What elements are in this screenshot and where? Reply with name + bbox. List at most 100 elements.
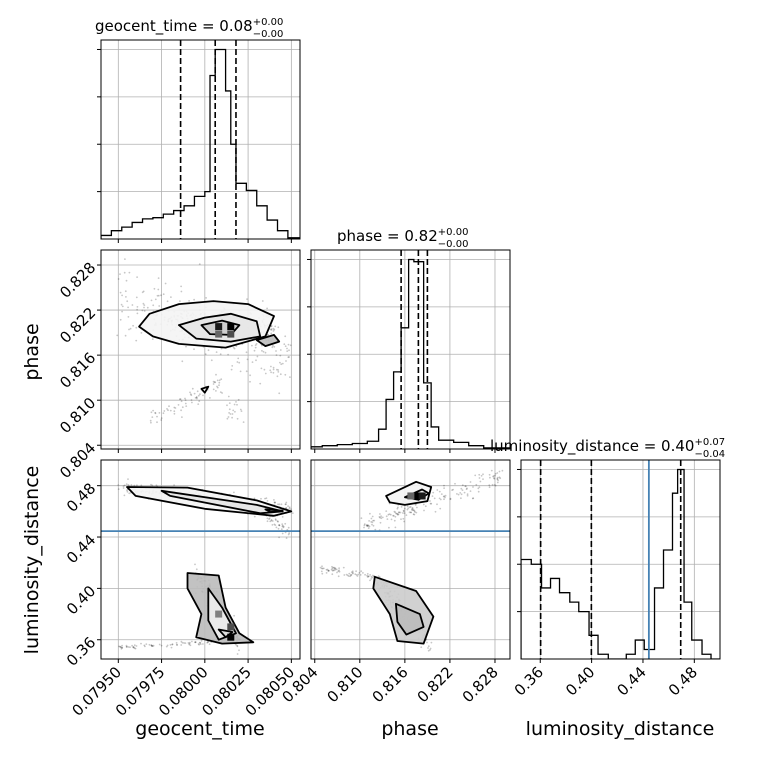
sample-point: [251, 344, 253, 347]
sample-point: [360, 517, 363, 520]
sample-point: [488, 486, 491, 489]
hist-panel-luminosity-distance: 0.36 0.40 0.44 0.48: [511, 459, 721, 699]
sample-point: [170, 296, 172, 298]
sample-point: [127, 306, 129, 309]
y-tick-label: 0.44: [63, 531, 99, 567]
axes-frame: [100, 39, 301, 240]
sample-point: [357, 573, 360, 576]
sample-point: [480, 474, 483, 477]
sample-point: [269, 328, 272, 331]
sample-point: [332, 569, 334, 572]
x-tick-label: 0.822: [414, 663, 457, 706]
gridlines: [101, 250, 300, 449]
sample-point: [272, 327, 275, 330]
sample-point: [277, 369, 280, 371]
sample-point: [190, 399, 193, 401]
sample-point: [403, 507, 406, 510]
sample-point: [270, 328, 273, 330]
density-cell: [215, 323, 223, 331]
sample-point: [165, 645, 168, 648]
sample-point: [371, 521, 374, 524]
sample-point: [127, 646, 130, 648]
sample-point: [125, 646, 128, 648]
sample-point: [198, 263, 201, 265]
sample-point: [195, 396, 198, 399]
sample-point: [125, 644, 128, 647]
sample-point: [411, 509, 414, 511]
sample-point: [127, 316, 130, 318]
sample-point: [218, 381, 221, 384]
sample-point: [166, 644, 169, 647]
sample-point: [389, 513, 392, 516]
sample-point: [273, 523, 276, 526]
sample-point: [276, 520, 279, 523]
x-axis-label-phase: phase: [381, 718, 438, 740]
sample-point: [150, 483, 152, 486]
sample-point: [210, 359, 213, 362]
sample-point: [125, 296, 127, 298]
sample-point: [261, 300, 264, 302]
sample-point: [133, 644, 136, 647]
sample-point: [272, 371, 275, 374]
sample-point: [469, 481, 472, 483]
gridlines: [101, 40, 300, 239]
title-luminosity-distance-text: luminosity_distance = 0.40: [490, 437, 694, 456]
contour-level-4: [200, 385, 210, 394]
sample-point: [148, 643, 151, 646]
sample-point: [270, 329, 273, 331]
sample-point: [271, 520, 274, 522]
sample-point: [466, 493, 469, 495]
title-phase-text: phase = 0.82: [337, 227, 438, 245]
sample-point: [122, 487, 125, 489]
sample-point: [372, 519, 374, 522]
x-tick-label: 0.828: [459, 663, 502, 706]
x-tick-label: 0.40: [562, 663, 598, 699]
sample-point: [444, 496, 446, 499]
sample-point: [461, 484, 464, 487]
sample-point: [370, 575, 373, 578]
sample-point: [233, 347, 236, 350]
sample-point: [174, 407, 177, 409]
sample-point: [156, 415, 158, 418]
axes-frame: [100, 249, 301, 450]
sample-point: [472, 486, 474, 488]
sample-point: [189, 641, 191, 644]
sample-point: [380, 517, 383, 520]
sample-point: [369, 512, 371, 515]
sample-point: [429, 500, 431, 502]
sample-point: [134, 647, 137, 650]
sample-point: [491, 483, 494, 486]
sample-point: [281, 523, 284, 525]
sample-point: [196, 390, 199, 393]
sample-point: [400, 506, 403, 508]
sample-point: [216, 386, 219, 389]
sample-point: [439, 498, 442, 501]
sample-point: [179, 398, 182, 400]
sample-point: [400, 518, 402, 521]
sample-point: [276, 368, 278, 371]
y-axis-label-luminosity-distance: luminosity_distance: [21, 466, 43, 655]
sample-point: [414, 511, 416, 513]
sample-point: [150, 421, 152, 424]
sample-point: [277, 371, 280, 373]
sample-point: [160, 644, 163, 647]
sample-point: [488, 473, 491, 476]
sample-point: [463, 491, 466, 494]
sample-point: [322, 567, 325, 570]
sample-point: [153, 287, 156, 290]
sample-point: [274, 502, 276, 504]
sample-point: [394, 515, 397, 518]
density-cell: [407, 492, 415, 500]
sample-point: [432, 491, 435, 494]
sample-point: [267, 334, 269, 336]
sample-point: [233, 403, 236, 406]
sample-point: [497, 479, 499, 482]
sample-point: [320, 567, 323, 570]
sample-point: [120, 647, 123, 650]
sample-point: [442, 495, 445, 498]
sample-point: [410, 511, 412, 514]
sample-point: [151, 416, 154, 418]
sample-point: [230, 368, 233, 371]
sample-point: [227, 395, 230, 398]
sample-point: [246, 358, 249, 361]
